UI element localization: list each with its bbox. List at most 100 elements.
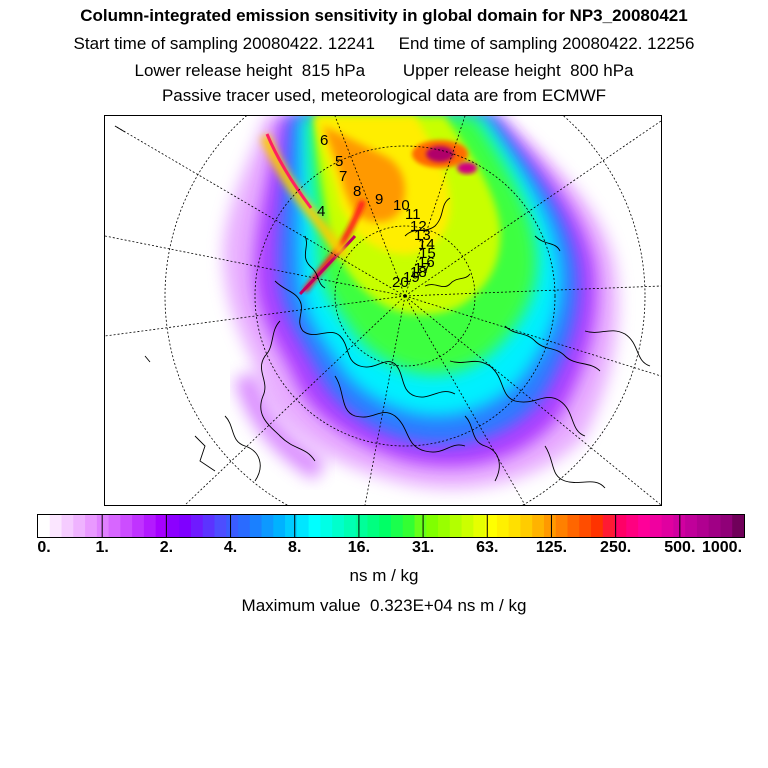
graticule [105, 116, 661, 505]
colorbar-swatch [696, 515, 710, 537]
trajectory-label: 9 [375, 191, 383, 208]
colorbar-swatch [426, 515, 439, 537]
colorbar-swatch [261, 515, 274, 537]
colorbar-swatch [508, 515, 521, 537]
colorbar-swatch [614, 515, 627, 537]
trajectory-label: 14 [418, 236, 435, 253]
colorbar-swatch [120, 515, 133, 537]
colorbar-tick-label: 125. [535, 539, 568, 556]
coastlines [114, 125, 651, 489]
colorbar-swatch [296, 515, 310, 537]
colorbar-swatch [367, 515, 380, 537]
colorbar-swatch [638, 515, 651, 537]
tracer-info-line: Passive tracer used, meteorological data… [161, 86, 607, 105]
colorbar-swatch [591, 515, 604, 537]
colorbar-swatch [143, 515, 157, 537]
colorbar-swatch [38, 515, 51, 537]
trajectory-label: 10 [393, 197, 410, 214]
colorbar-swatch [96, 515, 110, 537]
trajectory-label: 6 [320, 132, 328, 149]
colorbar-swatch [414, 515, 427, 537]
colorbar-swatch [438, 515, 451, 537]
colorbar-swatch [520, 515, 533, 537]
colorbar-tick-label: 0. [37, 539, 51, 556]
colorbar-swatch [579, 515, 592, 537]
colorbar-tick-label: 250. [600, 539, 632, 556]
map-title: Column-integrated emission sensitivity i… [80, 6, 688, 25]
trajectory-label: 17 [414, 260, 431, 277]
colorbar-unit: ns m / kg [349, 566, 419, 585]
sampling-time-line: Start time of sampling 20080422. 12241 E… [73, 34, 695, 53]
colorbar-swatch [543, 515, 557, 537]
trajectory-labels: 6 5 7 4 8 9 10 11 12 13 14 15 16 17 18 1… [317, 132, 436, 291]
trajectory-label: 7 [339, 168, 347, 185]
colorbar-swatch [285, 515, 298, 537]
trajectory-label: 15 [419, 245, 436, 262]
colorbar-swatch [649, 515, 663, 537]
trajectory-label: 20 [392, 274, 409, 291]
trajectory-label: 18 [410, 264, 427, 281]
colorbar-swatch [226, 515, 239, 537]
colorbar-tick-label: 2. [159, 539, 174, 556]
colorbar-swatch [473, 515, 486, 537]
colorbar-tick-label: 500. [664, 539, 696, 556]
colorbar [37, 514, 745, 538]
colorbar-swatch [449, 515, 463, 537]
colorbar-tick-label: 16. [347, 539, 371, 556]
colorbar-swatch [708, 515, 721, 537]
colorbar-swatch [108, 515, 121, 537]
maximum-value-text: Maximum value 0.323E+04 ns m / kg [241, 596, 527, 615]
trajectory-label: 12 [410, 218, 427, 235]
colorbar-swatch [155, 515, 168, 537]
colorbar-swatch [402, 515, 416, 537]
colorbar-swatch [555, 515, 568, 537]
colorbar-swatch [179, 515, 192, 537]
colorbar-swatch [238, 515, 251, 537]
sensitivity-plume [223, 116, 619, 489]
trajectory-label: 4 [317, 203, 325, 220]
colorbar-swatch [167, 515, 180, 537]
colorbar-swatch [661, 515, 674, 537]
colorbar-swatch [273, 515, 286, 537]
colorbar-swatch [202, 515, 215, 537]
colorbar-swatch [73, 515, 86, 537]
trajectory-label: 8 [353, 183, 361, 200]
colorbar-swatch [190, 515, 204, 537]
trajectory-label: 5 [335, 153, 343, 170]
colorbar-swatch [732, 515, 744, 537]
colorbar-swatch [602, 515, 616, 537]
colorbar-swatch [567, 515, 580, 537]
emission-sensitivity-map: 6 5 7 4 8 9 10 11 12 13 14 15 16 17 18 1… [104, 115, 662, 506]
trajectory-label: 13 [414, 227, 431, 244]
colorbar-tick-label: 31. [411, 539, 435, 556]
colorbar-tick-label: 8. [288, 539, 302, 556]
trajectory-label: 19 [403, 269, 420, 286]
colorbar-swatch [720, 515, 733, 537]
colorbar-swatch [249, 515, 263, 537]
colorbar-swatch [214, 515, 227, 537]
colorbar-swatch [343, 515, 357, 537]
colorbar-tick-label: 4. [223, 539, 238, 556]
colorbar-tick-label: 63. [476, 539, 499, 556]
colorbar-swatch [308, 515, 321, 537]
colorbar-swatch [85, 515, 98, 537]
colorbar-swatch [332, 515, 345, 537]
colorbar-swatch [49, 515, 63, 537]
colorbar-tick-label: 1. [95, 539, 109, 556]
colorbar-swatch [461, 515, 474, 537]
colorbar-swatch [496, 515, 510, 537]
trajectory-label: 16 [418, 254, 435, 271]
colorbar-tick-label: 1000. [701, 539, 743, 556]
colorbar-swatch [626, 515, 639, 537]
colorbar-swatch [320, 515, 333, 537]
colorbar-swatch [61, 515, 74, 537]
colorbar-swatch [485, 515, 498, 537]
colorbar-swatch [532, 515, 545, 537]
colorbar-swatch [685, 515, 698, 537]
trajectory-label: 11 [405, 206, 421, 223]
colorbar-swatch [379, 515, 392, 537]
colorbar-swatch [391, 515, 404, 537]
release-height-line: Lower release height 815 hPa Upper relea… [134, 61, 634, 80]
colorbar-swatch [132, 515, 145, 537]
colorbar-swatch [355, 515, 368, 537]
